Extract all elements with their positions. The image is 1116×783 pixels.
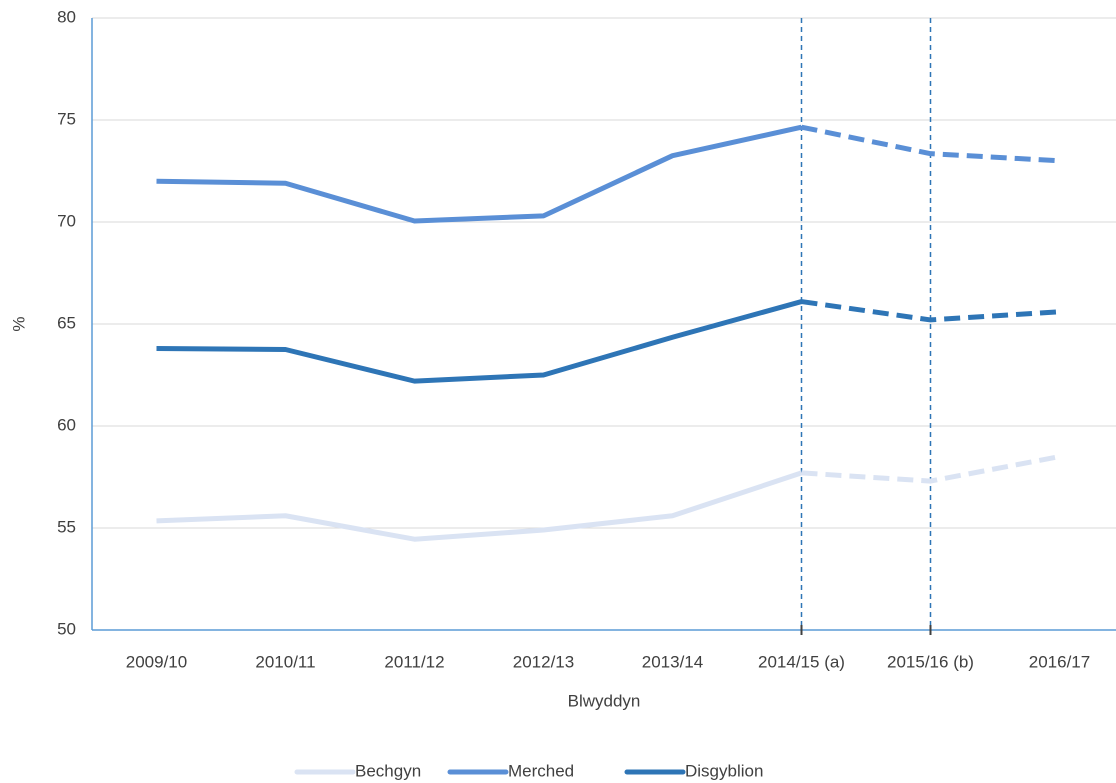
legend-label: Disgyblion xyxy=(685,761,763,780)
x-tick-label: 2016/17 xyxy=(1029,652,1090,671)
x-axis-title: Blwyddyn xyxy=(568,691,641,710)
x-tick-label: 2015/16 (b) xyxy=(887,652,974,671)
y-tick-label: 65 xyxy=(57,313,76,332)
y-tick-label: 80 xyxy=(57,7,76,26)
legend-label: Bechgyn xyxy=(355,761,421,780)
y-axis-title: % xyxy=(9,316,28,331)
x-tick-label: 2009/10 xyxy=(126,652,187,671)
legend-label: Merched xyxy=(508,761,574,780)
y-tick-label: 70 xyxy=(57,211,76,230)
series-line xyxy=(156,470,803,542)
x-tick-label: 2011/12 xyxy=(384,652,444,671)
series-line xyxy=(156,299,803,384)
series-line xyxy=(801,299,1060,323)
x-tick-label: 2014/15 (a) xyxy=(758,652,845,671)
x-tick-label: 2012/13 xyxy=(513,652,574,671)
series-line xyxy=(801,454,1060,484)
series-line xyxy=(800,124,1060,164)
y-tick-label: 75 xyxy=(57,109,76,128)
x-tick-label: 2010/11 xyxy=(255,652,315,671)
x-tick-label: 2013/14 xyxy=(642,652,703,671)
y-tick-label: 50 xyxy=(57,619,76,638)
y-tick-label: 55 xyxy=(57,517,76,536)
y-tick-label: 60 xyxy=(57,415,76,434)
series-line xyxy=(156,124,803,224)
